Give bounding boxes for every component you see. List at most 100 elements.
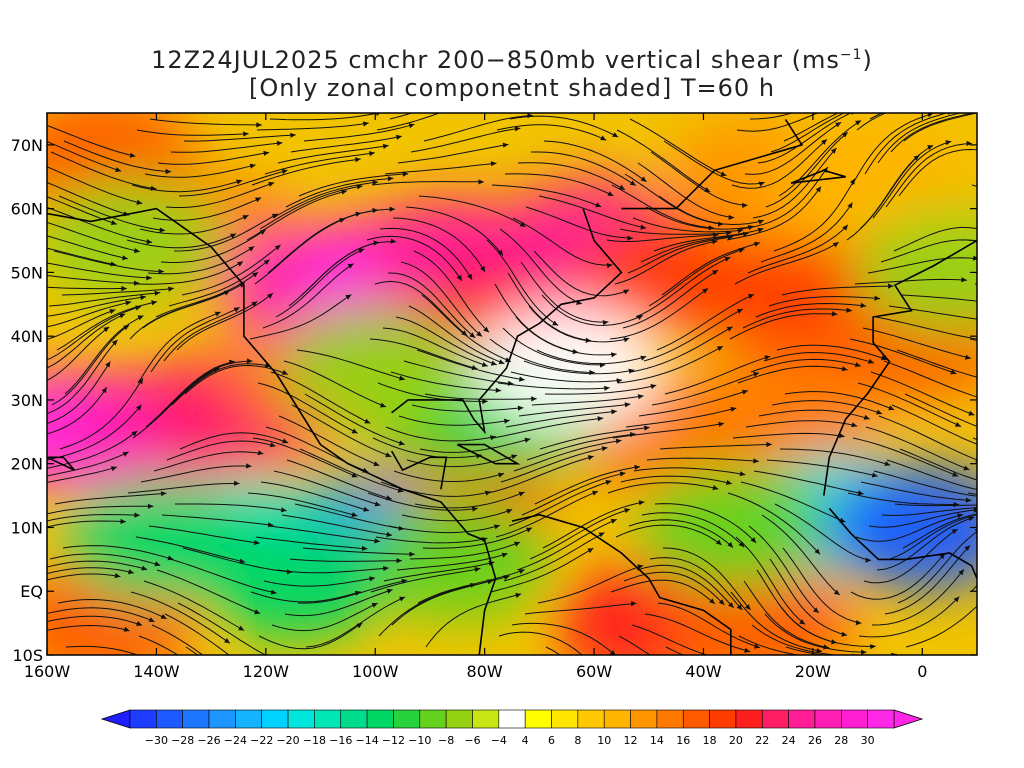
streamline-arrow — [256, 122, 262, 128]
streamline-arrow — [753, 371, 760, 377]
streamline — [140, 465, 252, 483]
lon-tick-label: 140W — [133, 662, 180, 681]
streamline — [382, 327, 488, 367]
streamline-arrow — [728, 214, 735, 220]
streamline — [765, 131, 849, 208]
streamline — [742, 308, 852, 329]
streamline — [516, 518, 617, 571]
streamline — [1020, 407, 1024, 449]
colorbar-label: 16 — [676, 734, 690, 747]
plot-area — [47, 113, 1024, 662]
streamline — [994, 441, 1024, 475]
streamline-arrow — [281, 369, 288, 375]
colorbar-swatch — [630, 709, 658, 729]
streamline-arrow — [718, 421, 724, 427]
streamline — [262, 263, 354, 329]
streamline-arrow — [259, 229, 266, 235]
streamline — [409, 541, 521, 560]
streamline-arrow — [841, 631, 848, 637]
streamline — [378, 583, 477, 637]
colorbar-swatch — [709, 709, 737, 729]
streamline — [284, 589, 393, 617]
streamline-arrow — [587, 548, 594, 554]
streamline — [1010, 497, 1024, 559]
streamline-arrow — [270, 589, 277, 595]
streamline — [905, 605, 977, 648]
streamline — [1019, 196, 1024, 260]
streamline-arrow — [373, 461, 380, 467]
streamline-arrow — [598, 532, 605, 538]
streamline-arrow — [615, 438, 622, 444]
streamline-arrow — [876, 409, 882, 415]
streamline — [413, 250, 490, 333]
streamline — [628, 519, 734, 548]
streamline-arrow — [604, 385, 610, 391]
streamline — [372, 437, 482, 459]
streamline-arrow — [110, 466, 117, 472]
streamline — [161, 514, 274, 526]
streamline — [410, 127, 521, 153]
streamline — [508, 480, 612, 527]
streamline-arrow — [245, 463, 252, 469]
streamline-arrow — [242, 215, 249, 220]
streamline-arrow — [595, 202, 602, 208]
colorbar-swatch — [498, 709, 526, 729]
streamline-arrow — [750, 537, 756, 543]
streamline-arrow — [399, 596, 405, 602]
streamline-arrow — [888, 283, 894, 289]
plot-frame — [46, 112, 978, 656]
streamline — [972, 437, 977, 441]
colorbar: −30 −28 −26 −24 −22 −20 −18 −16 −14 −12 −10 −8 −6 −4 4… — [100, 709, 924, 747]
streamline-arrow — [480, 265, 485, 272]
streamline-arrow — [213, 367, 220, 373]
streamline-arrow — [753, 458, 759, 464]
streamline — [305, 596, 406, 648]
streamline — [283, 360, 387, 408]
streamline — [875, 316, 977, 340]
streamline-arrow — [736, 604, 743, 610]
streamline — [761, 514, 841, 596]
streamline — [849, 338, 957, 375]
streamline — [607, 482, 719, 494]
streamline-arrow — [726, 479, 732, 485]
streamline — [858, 596, 960, 638]
colorbar-label: −6 — [464, 734, 480, 747]
streamline-arrow — [397, 487, 404, 493]
colorbar-swatch — [867, 709, 895, 729]
streamline — [160, 229, 267, 264]
streamline — [175, 503, 287, 512]
streamline — [249, 294, 352, 340]
streamline — [1015, 448, 1024, 504]
streamline-arrow — [854, 362, 861, 368]
streamline-arrow — [587, 455, 594, 461]
colorbar-label: −4 — [491, 734, 507, 747]
streamline — [751, 624, 841, 655]
streamline — [273, 470, 381, 506]
shear-shading — [47, 113, 977, 655]
streamline-arrow — [506, 509, 513, 514]
shear-region — [280, 306, 471, 431]
streamline-arrow — [552, 320, 559, 326]
colorbar-label: −8 — [438, 734, 454, 747]
streamline — [395, 316, 497, 366]
streamline-arrow — [483, 326, 489, 333]
streamline-arrow — [121, 285, 127, 292]
streamline — [893, 226, 977, 252]
streamline — [969, 338, 977, 341]
streamline — [743, 580, 830, 649]
colorbar-swatch — [577, 709, 605, 729]
lon-tick-label: 80W — [467, 662, 503, 681]
streamline-arrow — [128, 569, 134, 575]
streamline — [518, 403, 631, 417]
streamline — [374, 280, 468, 337]
lat-tick-label: 10S — [12, 646, 43, 665]
streamline — [47, 451, 129, 477]
streamline-arrow — [269, 655, 275, 660]
lat-tick-label: 30N — [11, 391, 43, 410]
streamline-arrow — [168, 286, 174, 292]
streamline — [738, 635, 802, 655]
chart-title-line-2: [Only zonal componetnt shaded] T=60 h — [248, 74, 776, 102]
streamline-arrow — [842, 657, 847, 662]
streamline — [856, 113, 887, 131]
streamline — [366, 235, 463, 282]
